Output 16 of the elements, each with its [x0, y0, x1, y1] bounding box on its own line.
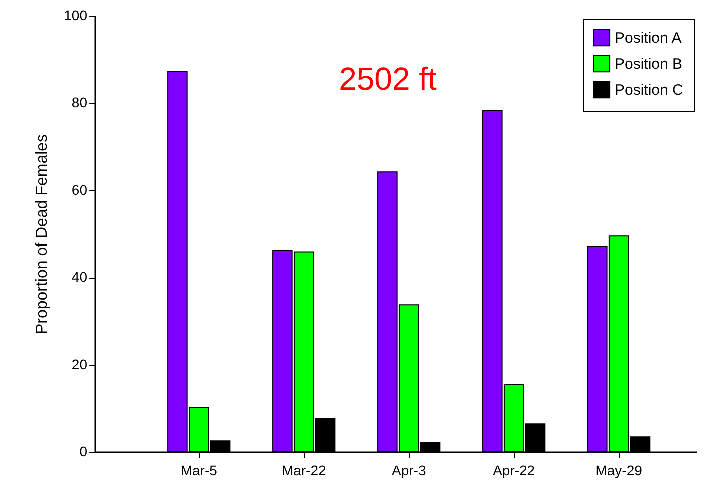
- x-tick-label: Mar-22: [282, 462, 326, 478]
- x-tick-label: Apr-22: [493, 462, 536, 478]
- legend-label: Position B: [615, 56, 683, 73]
- y-tick-label: 20: [72, 356, 88, 372]
- y-tick-label: 80: [72, 94, 88, 111]
- annotation: 2502 ft: [339, 61, 438, 97]
- x-tick-label: Apr-3: [392, 462, 426, 478]
- x-tick-label: Mar-5: [180, 462, 218, 478]
- y-axis-title: Proportion of Dead Females: [34, 134, 52, 335]
- legend-label: Position C: [615, 82, 684, 99]
- y-tick-label: 40: [72, 269, 88, 286]
- y-tick-label: 0: [80, 444, 88, 460]
- y-tick-label: 60: [72, 182, 88, 198]
- legend-label: Position A: [615, 30, 682, 47]
- y-tick-label: 100: [64, 8, 88, 24]
- x-tick-label: May-29: [596, 462, 643, 478]
